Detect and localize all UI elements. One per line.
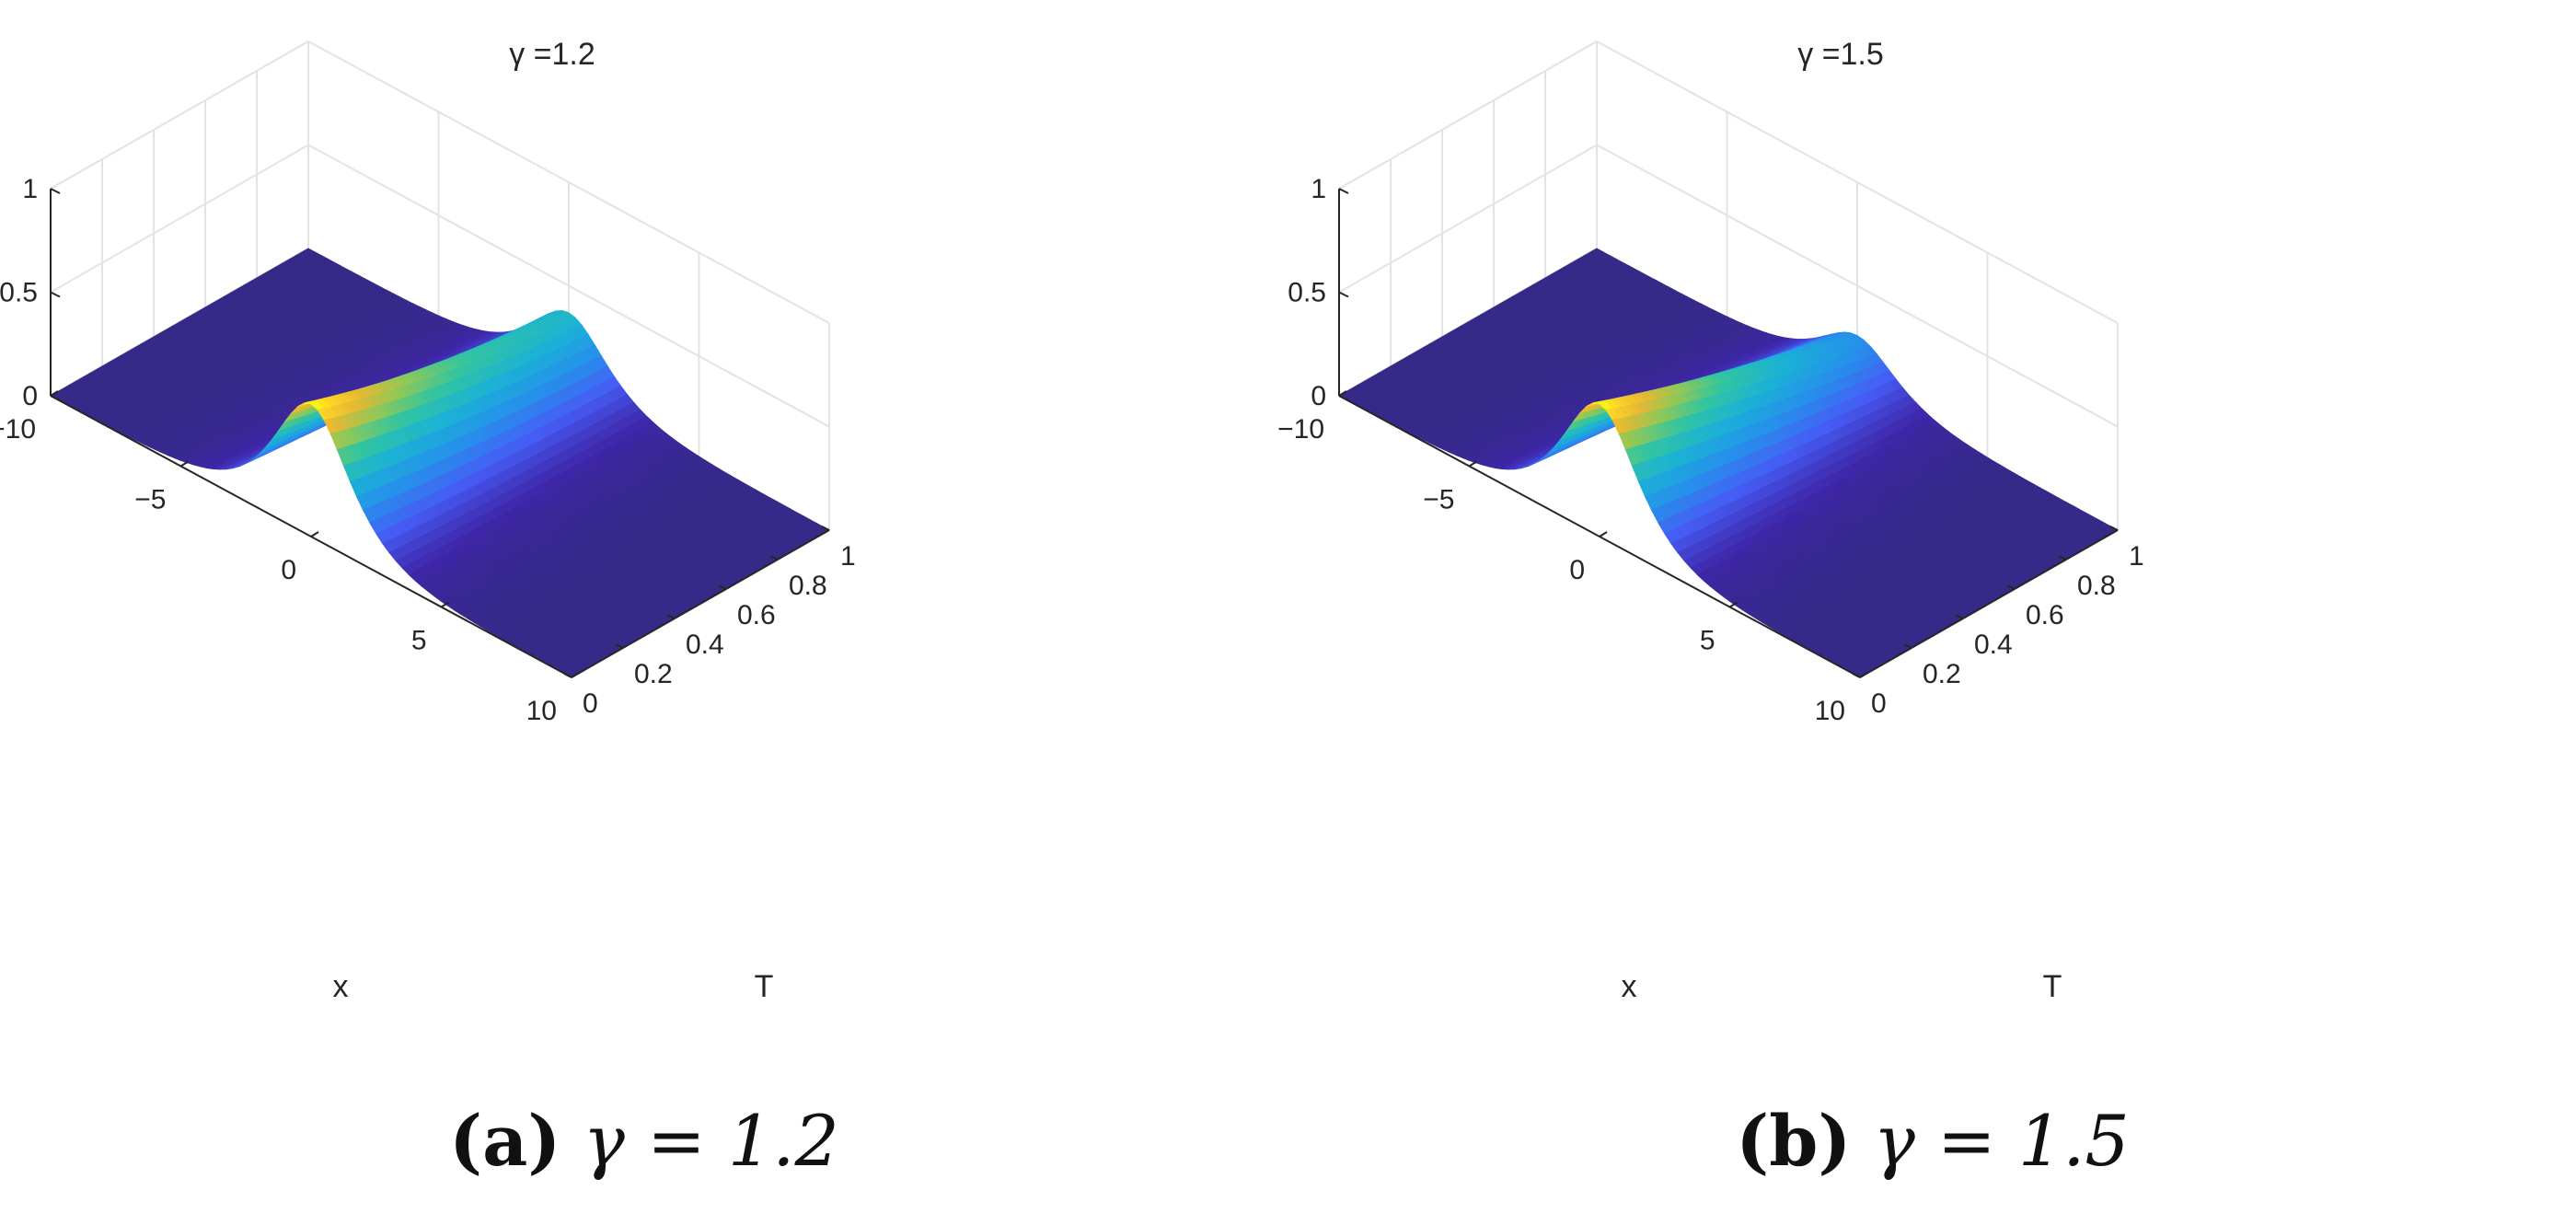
t-tick-mark	[666, 614, 676, 619]
grid-line	[307, 40, 830, 324]
t-tick-label: 0.8	[789, 571, 827, 601]
x-tick-label: −5	[134, 485, 166, 515]
grid-line	[1596, 144, 2119, 428]
t-tick-label: 0.4	[686, 630, 724, 660]
grid-line	[1338, 40, 1598, 190]
grid-line	[50, 144, 309, 294]
surface-0	[50, 248, 830, 678]
x-tick-mark	[179, 460, 190, 468]
plot-title: γ =1.2	[509, 37, 595, 72]
z-tick-mark	[50, 395, 61, 401]
t-tick-mark	[615, 643, 624, 649]
t-tick-mark	[821, 526, 830, 531]
t-tick-label: 1	[840, 541, 856, 572]
chart-panel-a: 0 0.5 1 −10 −5 0 5 10 0 0.2 0.4 0.6 0.8 1 x Tγ =1.2 (a)…	[0, 37, 1288, 1182]
t-axis-line	[571, 529, 830, 678]
x-tick-mark	[310, 531, 319, 537]
axes-group-1	[1338, 40, 2119, 678]
x-tick-label: −10	[0, 414, 36, 445]
grid-line	[307, 144, 830, 428]
x-tick-mark	[440, 601, 450, 608]
t-tick-mark	[563, 673, 572, 678]
caption-a-letter: (a)	[449, 1100, 561, 1182]
x-tick-label: 0	[281, 555, 296, 585]
t-tick-mark	[718, 584, 727, 590]
surface-1	[1338, 248, 2119, 678]
x-tick-label: 10	[526, 696, 557, 726]
t-tick-label: 0.6	[737, 600, 776, 630]
t-tick-mark	[769, 555, 779, 560]
z-tick-label: 1	[22, 174, 38, 204]
x-tick-mark	[571, 672, 580, 678]
z-tick-label: 0.5	[0, 278, 38, 308]
t-axis-label: T	[755, 969, 774, 1004]
z-tick-label: 0	[22, 381, 38, 411]
grid-line	[1596, 40, 2119, 324]
z-tick-mark	[50, 188, 61, 194]
z-tick-mark	[50, 291, 61, 298]
x-tick-label: 5	[411, 626, 427, 656]
caption-a: (a) γ = 1.2	[0, 1100, 1288, 1182]
caption-a-formula: γ = 1.2	[583, 1100, 839, 1182]
t-tick-label: 0	[583, 688, 598, 719]
axes-group-0	[50, 40, 830, 678]
grid-line	[1338, 144, 1598, 294]
surface-plot-a: 0 0.5 1 −10 −5 0 5 10 0 0.2 0.4 0.6 0.8 1 x Tγ =1.2	[0, 37, 856, 1004]
grid-line	[50, 40, 309, 190]
x-axis-label: x	[333, 969, 349, 1004]
axis-lines-0	[50, 188, 830, 678]
t-tick-label: 0.2	[634, 659, 673, 689]
x-tick-mark	[50, 390, 59, 397]
